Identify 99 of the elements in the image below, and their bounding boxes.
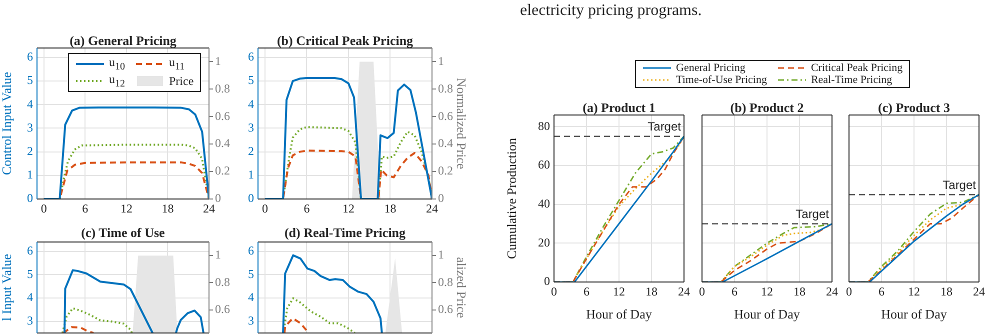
legend-label: General Pricing [676,62,746,74]
x-tick-label: 18 [162,201,174,216]
x-tick-label: 0 [40,201,47,216]
y-tick-label: 40 [538,196,550,210]
ref-line-label: Target [648,120,682,134]
ref-line-label: Target [796,207,830,222]
x-tick-label: 12 [120,201,132,216]
y-tick-label: 5 [27,73,33,88]
y-tick-label: 5 [248,266,254,281]
x-tick-label: 6 [732,284,738,298]
y-tick-label: 20 [538,235,550,250]
y-axis-title: Control Input Value [0,72,14,176]
x-tick-label: 18 [384,201,396,216]
chart-title: (b) Critical Peak Pricing [276,33,414,48]
x-axis-title: Hour of Day [734,306,800,322]
legend-label: Price [169,74,194,89]
y2-tick-label: 1 [215,54,221,68]
x-tick-label: 0 [262,201,268,216]
x-axis-title: Hour of Day [586,306,652,322]
line-series [282,297,356,333]
y2-axis-title: alized Price [454,257,469,318]
y-tick-label: 4 [248,290,254,304]
x-tick-label: 6 [82,201,88,216]
y2-tick-label: 0.2 [438,164,453,178]
chart-title: (c) Product 3 [878,100,950,115]
y2-tick-label: 0 [438,191,444,206]
y2-axis-title: Normalized Price [454,78,469,170]
y-tick-label: 4 [27,96,33,111]
x-tick-label: 6 [584,284,590,298]
y2-tick-label: 0.8 [438,81,453,96]
y-tick-label: 1 [27,168,33,182]
x-tick-label: 18 [646,284,658,298]
y-tick-label: 2 [248,144,254,158]
y2-tick-label: 0 [215,191,221,206]
y2-tick-label: 0.8 [215,274,230,289]
text: electricity pricing programs. [520,2,702,20]
y-tick-label: 0 [248,191,254,206]
y2-tick-label: 0.8 [215,81,230,96]
x-tick-label: 0 [846,284,852,298]
y2-tick-label: 1 [438,248,444,262]
y2-tick-label: 0.6 [438,108,453,123]
y-tick-label: 60 [538,158,550,172]
legend-label: u$_{11}$ [169,55,185,72]
legend-label: u$_{10}$ [109,55,125,72]
x-tick-label: 6 [304,201,310,216]
y-tick-label: 5 [27,266,33,281]
legend-label: Real-Time Pricing [810,74,892,86]
x-tick-label: 24 [426,201,438,216]
chart-title: (d) Real-Time Pricing [284,225,406,240]
y-tick-label: 6 [27,50,33,64]
y-axis-title: l Input Value [0,254,14,321]
y2-tick-label: 0.8 [438,274,453,289]
legend-label: Time-of-Use Pricing [676,74,767,86]
y2-tick-label: 0.4 [215,136,230,150]
line-series [61,307,133,333]
y-tick-label: 6 [27,243,33,258]
x-tick-label: 12 [613,284,625,298]
x-tick-label: 6 [878,284,884,298]
legend-label: u$_{12}$ [109,72,125,90]
y2-tick-label: 0.6 [438,302,453,316]
x-tick-label: 12 [342,201,354,216]
x-tick-label: 18 [940,284,952,298]
y-tick-label: 3 [27,120,33,134]
y2-tick-label: 0.4 [438,136,453,150]
y2-tick-label: 1 [438,54,444,68]
chart-title: (b) Product 2 [730,100,804,115]
y2-tick-label: 0.6 [215,108,230,123]
y-tick-label: 0 [27,191,33,206]
y2-tick-label: 0.6 [215,302,230,316]
y-tick-label: 5 [248,73,254,88]
y-tick-label: 0 [544,274,550,288]
y-tick-label: 3 [248,313,254,328]
x-tick-label: 24 [826,284,838,298]
x-tick-label: 24 [203,201,215,216]
x-tick-label: 12 [908,284,920,298]
line-series [283,317,310,333]
chart-title: (c) Time of Use [81,225,165,240]
x-tick-label: 0 [699,284,705,298]
x-tick-label: 18 [794,284,806,298]
y-tick-label: 1 [248,168,254,182]
y-tick-label: 4 [248,96,254,111]
chart-title: (a) Product 1 [582,100,656,115]
y-axis-title: Cumulative Production [504,138,520,259]
y2-tick-label: 1 [215,248,221,262]
y-tick-label: 6 [248,243,254,258]
y-tick-label: 3 [248,120,254,134]
y-tick-label: 6 [248,50,254,64]
x-tick-label: 24 [973,284,985,298]
y-tick-label: 4 [27,290,33,304]
x-tick-label: 12 [761,284,773,298]
x-tick-label: 24 [678,284,690,298]
chart-title: (a) General Pricing [70,33,176,48]
y-tick-label: 80 [538,118,550,133]
ref-line-label: Target [942,178,977,192]
legend-label: Critical Peak Pricing [810,62,903,74]
y2-tick-label: 0.2 [215,164,230,178]
x-axis-title: Hour of Day [881,306,948,322]
y-tick-label: 3 [27,313,33,328]
y-tick-label: 2 [27,144,33,158]
